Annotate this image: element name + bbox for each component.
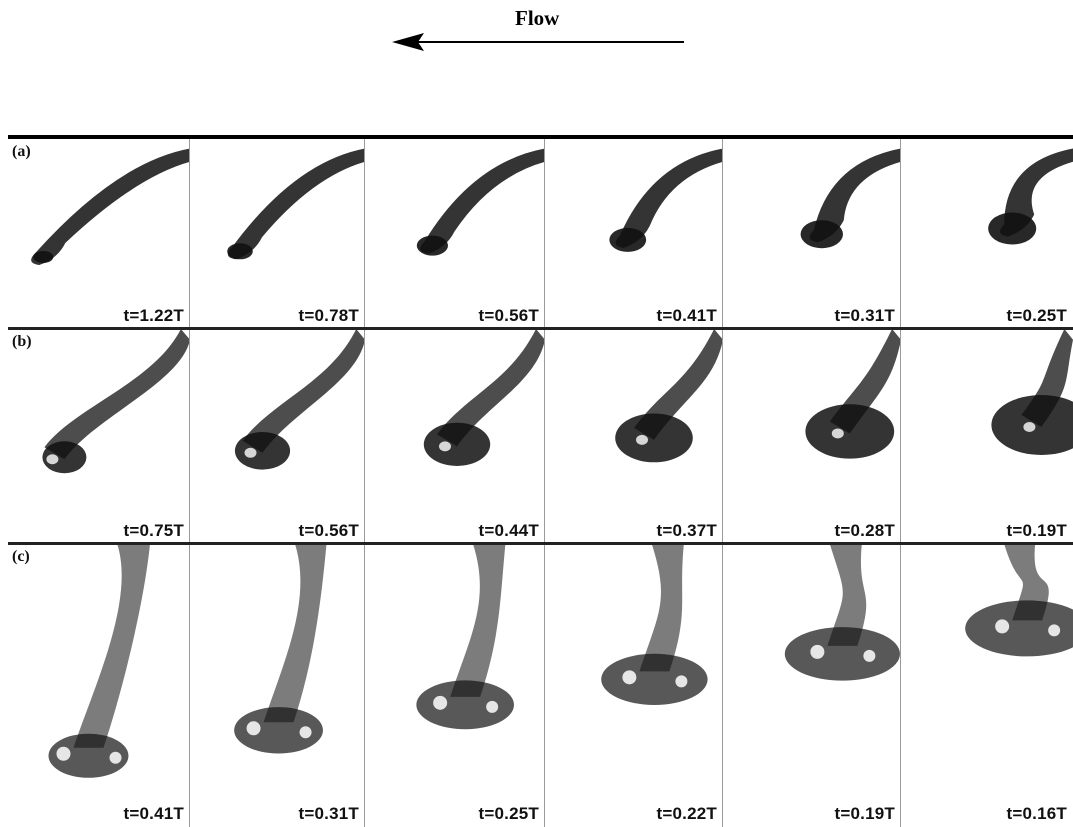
dye-plume-image [805,329,901,459]
flow-arrow-icon [392,33,684,51]
column-divider [900,139,901,827]
dye-plume-image [601,544,708,705]
time-label: t=0.19T [834,804,895,823]
time-label: t=0.37T [656,521,717,540]
dye-plume-image [234,544,327,754]
frame-b-1: t=0.75T (b) [8,329,190,544]
figure-header: Flow [0,0,1073,135]
time-label: t=0.75T [123,521,184,540]
dye-plume-image [31,148,190,265]
frame-a-5: t=0.31T [723,139,901,329]
dye-plume-image [988,148,1073,245]
frame-c-3: t=0.25T [365,544,545,827]
dye-plume-image [423,329,545,466]
image-grid: t=1.22T (a) t=0.78T t=0.56T t=0.41T t=0.31T t=… [8,135,1073,827]
frame-c-2: t=0.31T [190,544,365,827]
time-label: t=0.31T [298,804,359,823]
dye-plume-image [48,544,150,778]
time-label: t=0.25T [1006,306,1067,325]
row-label: (b) [12,333,32,350]
row-label: (a) [12,143,31,160]
frame-b-5: t=0.28T [723,329,901,544]
time-label: t=0.44T [478,521,539,540]
time-label: t=0.22T [656,804,717,823]
frame-b-4: t=0.37T [545,329,723,544]
time-label: t=0.56T [478,306,539,325]
grid-top-border [8,135,1073,139]
dye-plume-image [416,148,545,256]
column-divider [364,139,365,827]
time-label: t=0.56T [298,521,359,540]
time-label: t=1.22T [123,306,184,325]
dye-plume-image [227,148,365,260]
frame-a-6: t=0.25T [901,139,1073,329]
time-label: t=0.78T [298,306,359,325]
time-label: t=0.16T [1006,804,1067,823]
column-divider [722,139,723,827]
row-divider [8,542,1073,545]
column-divider [189,139,190,827]
dye-plume-image [416,544,514,730]
dye-plume-image [784,544,900,681]
time-label: t=0.31T [834,306,895,325]
dye-plume-image [42,329,190,474]
dye-plume-image [991,329,1073,455]
dye-plume-image [234,329,365,470]
time-label: t=0.41T [123,804,184,823]
column-divider [544,139,545,827]
time-label: t=0.19T [1006,521,1067,540]
frame-a-1: t=1.22T (a) [8,139,190,329]
dye-plume-image [965,544,1073,657]
frame-c-6: t=0.16T [901,544,1073,827]
frame-c-1: t=0.41T (c) [8,544,190,827]
flow-label: Flow [515,6,560,30]
frame-a-3: t=0.56T [365,139,545,329]
frame-c-4: t=0.22T [545,544,723,827]
time-label: t=0.25T [478,804,539,823]
dye-plume-image [615,329,723,463]
frame-b-3: t=0.44T [365,329,545,544]
dye-plume-image [800,148,901,249]
frame-c-5: t=0.19T [723,544,901,827]
frame-b-2: t=0.56T [190,329,365,544]
dye-plume-image [609,148,723,252]
frame-a-4: t=0.41T [545,139,723,329]
frame-b-6: t=0.19T [901,329,1073,544]
row-divider [8,327,1073,330]
frame-a-2: t=0.78T [190,139,365,329]
row-label: (c) [12,548,30,565]
time-label: t=0.41T [656,306,717,325]
time-label: t=0.28T [834,521,895,540]
